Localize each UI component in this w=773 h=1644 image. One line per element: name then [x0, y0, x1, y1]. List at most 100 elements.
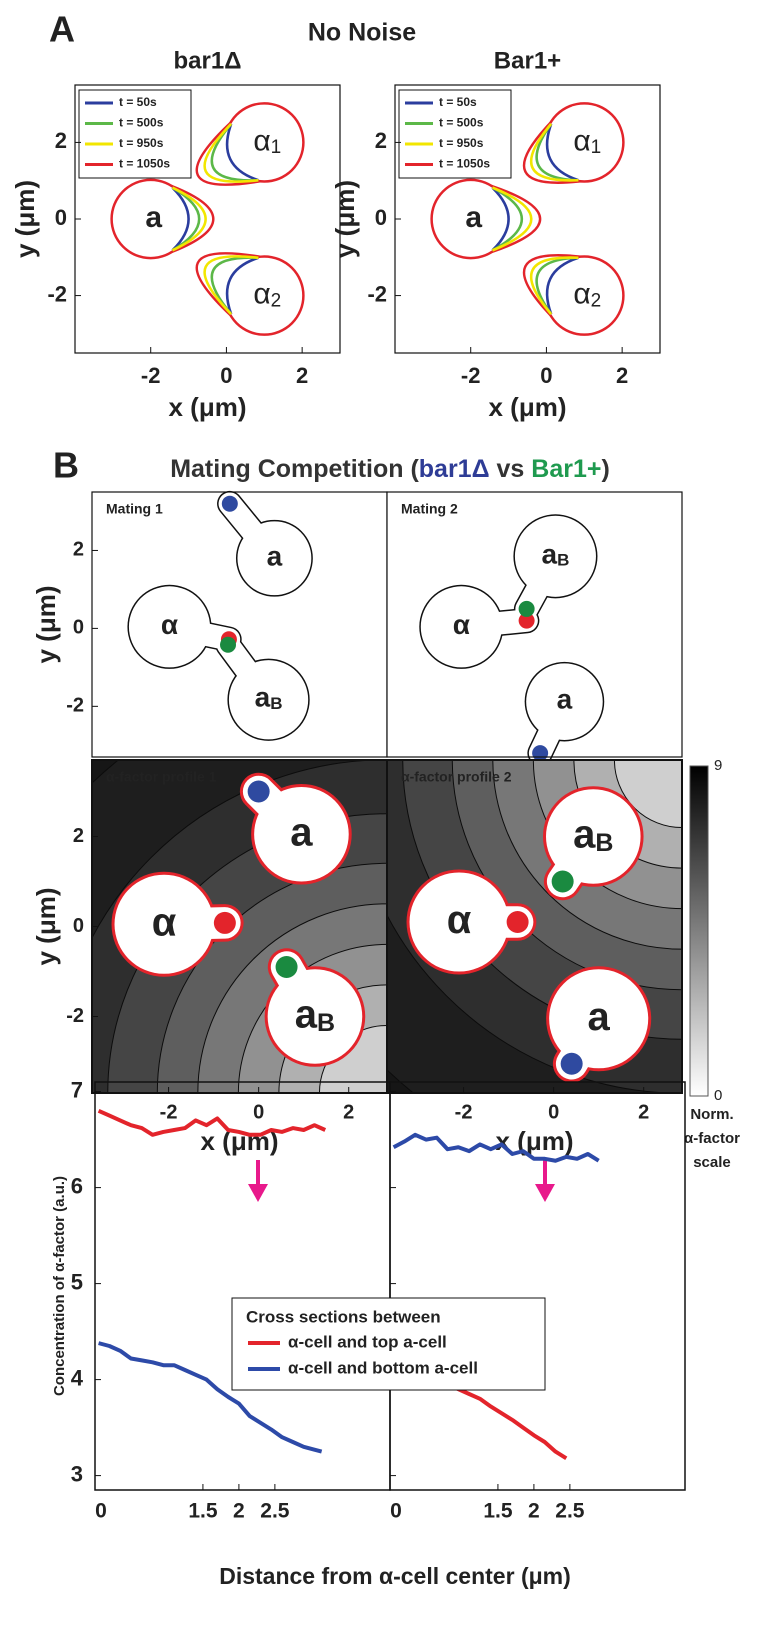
growth-front: [529, 256, 579, 315]
x-tick-label: 2: [638, 1101, 649, 1123]
x-tick-label: -2: [461, 363, 481, 388]
growth-front: [210, 256, 259, 315]
legend-label: t = 50s: [439, 95, 477, 109]
growth-front: [225, 123, 259, 182]
cell-label: α1: [573, 124, 601, 158]
x-axis-label: x (μm): [168, 392, 246, 422]
y-tick-label: -2: [367, 281, 387, 306]
y-axis-label: y (μm): [31, 585, 61, 663]
cell-label: α: [161, 609, 178, 640]
plot-frame: [386, 759, 683, 1094]
data-line: [392, 1132, 600, 1163]
growth-front: [203, 122, 259, 183]
y-tick-label: 3: [71, 1461, 83, 1486]
x-tick-label: -2: [141, 363, 161, 388]
cell-label: α2: [253, 277, 281, 311]
cell-label: a: [145, 201, 162, 234]
y-tick-label: 6: [71, 1173, 83, 1198]
chart-title: Bar1+: [494, 47, 561, 74]
neck-fill: [528, 690, 576, 765]
x-tick-label: -2: [455, 1101, 473, 1123]
title-segment: Bar1+: [531, 455, 601, 483]
growth-front: [545, 123, 579, 182]
chart-title: α-factor profile 2: [401, 769, 512, 785]
colorbar-label: α-factor: [684, 1130, 740, 1147]
x-tick-label: 2: [233, 1500, 245, 1523]
cell-label-sub: 1: [271, 137, 282, 158]
x-tick-label: 0: [220, 363, 232, 388]
x-tick-label: 1.5: [483, 1500, 513, 1523]
cell-label: α1: [253, 124, 281, 158]
x-axis-label: x (μm): [488, 392, 566, 422]
y-tick-label: -2: [66, 695, 84, 717]
contact-dot: [551, 870, 574, 893]
colorbar-tick-label: 9: [714, 757, 722, 774]
x-tick-label: 2.5: [260, 1500, 290, 1523]
cell-label: α: [152, 900, 177, 944]
legend-label: α-cell and top a-cell: [288, 1332, 447, 1351]
cell-label: a: [557, 684, 573, 715]
contact-dot: [518, 612, 535, 629]
y-tick-label: 0: [375, 205, 387, 230]
contact-dot: [220, 636, 237, 653]
legend-box: [231, 1297, 546, 1391]
cell-label-main: α: [253, 277, 270, 310]
x-tick-label: 0: [95, 1500, 107, 1523]
cell-label-main: a: [542, 539, 558, 570]
cell-label-main: α: [152, 900, 177, 944]
x-tick-label: 0: [253, 1101, 264, 1123]
legend-label: t = 500s: [439, 116, 484, 130]
growth-front: [491, 186, 523, 252]
cell-label: α2: [573, 277, 601, 311]
chart-title: bar1Δ: [174, 47, 242, 74]
cell-label-main: a: [145, 201, 162, 234]
neck-fill: [216, 633, 280, 711]
cell-label: aB: [542, 539, 570, 570]
colorbar-label: Norm.: [690, 1106, 733, 1123]
contact-dot: [518, 600, 535, 617]
contact-dot: [275, 956, 298, 978]
contact-dot: [560, 1052, 583, 1075]
title-segment: Mating Competition (: [170, 455, 419, 483]
y-tick-label: -2: [47, 281, 67, 306]
colorbar-label: scale: [693, 1154, 731, 1171]
contour-band: [318, 1024, 387, 1093]
x-tick-label: 2: [528, 1500, 540, 1523]
data-line: [98, 1341, 323, 1454]
plot-frame: [386, 491, 683, 758]
contour-band: [613, 760, 682, 829]
neck-fill: [158, 615, 241, 651]
x-tick-label: 0: [390, 1500, 402, 1523]
cell-label: aB: [255, 682, 283, 713]
panel-letter: A: [49, 9, 75, 50]
growth-front: [203, 255, 259, 316]
growth-front: [491, 186, 533, 252]
y-tick-label: 2: [73, 539, 84, 561]
x-tick-label: 0: [540, 363, 552, 388]
growth-front: [171, 186, 207, 252]
y-tick-label: 0: [55, 205, 67, 230]
cell-label-main: a: [465, 201, 482, 234]
cell-label-main: a: [290, 810, 313, 854]
y-axis-label: y (μm): [10, 180, 40, 258]
cell-label: aB: [295, 992, 335, 1037]
arrow-head: [535, 1184, 555, 1202]
cell-label-sub: 2: [591, 290, 602, 311]
growth-front: [545, 256, 579, 315]
title-segment: bar1Δ: [419, 455, 490, 483]
x-tick-label: 1.5: [188, 1500, 218, 1523]
panel-title: Mating Competition (bar1Δ vs Bar1+): [170, 455, 610, 483]
cell-label-sub: B: [270, 694, 282, 713]
neck-fill: [218, 492, 286, 570]
y-tick-label: -2: [66, 1005, 84, 1027]
cell-label-main: a: [557, 684, 573, 715]
y-tick-label: 5: [71, 1269, 83, 1294]
legend-title: Cross sections between: [246, 1307, 441, 1326]
chart-title: α-factor profile 1: [106, 769, 217, 785]
y-tick-label: 2: [55, 128, 67, 153]
cell-label-main: α: [253, 124, 270, 157]
data-line: [97, 1108, 327, 1137]
cell-label: aB: [573, 812, 613, 857]
